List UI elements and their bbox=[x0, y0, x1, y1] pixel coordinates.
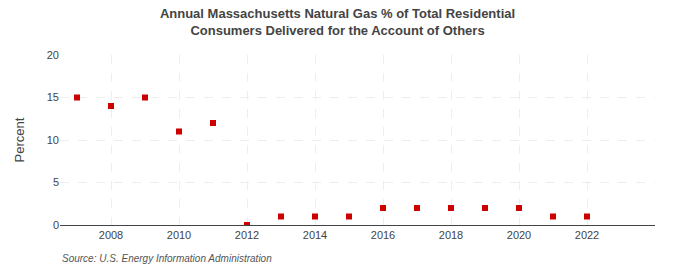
svg-text:2022: 2022 bbox=[575, 229, 599, 241]
svg-text:Percent: Percent bbox=[12, 117, 27, 162]
svg-text:Annual Massachusetts Natural G: Annual Massachusetts Natural Gas % of To… bbox=[160, 6, 515, 38]
svg-text:2010: 2010 bbox=[167, 229, 191, 241]
svg-text:20: 20 bbox=[47, 49, 59, 61]
svg-text:15: 15 bbox=[47, 91, 59, 103]
svg-text:10: 10 bbox=[47, 134, 59, 146]
svg-text:2012: 2012 bbox=[235, 229, 259, 241]
svg-text:2014: 2014 bbox=[303, 229, 327, 241]
svg-text:2020: 2020 bbox=[507, 229, 531, 241]
svg-text:2008: 2008 bbox=[99, 229, 123, 241]
svg-text:2018: 2018 bbox=[439, 229, 463, 241]
svg-text:5: 5 bbox=[53, 176, 59, 188]
svg-text:0: 0 bbox=[53, 219, 59, 231]
svg-text:2016: 2016 bbox=[371, 229, 395, 241]
svg-text:Source: U.S. Energy Informatio: Source: U.S. Energy Information Administ… bbox=[62, 253, 272, 264]
